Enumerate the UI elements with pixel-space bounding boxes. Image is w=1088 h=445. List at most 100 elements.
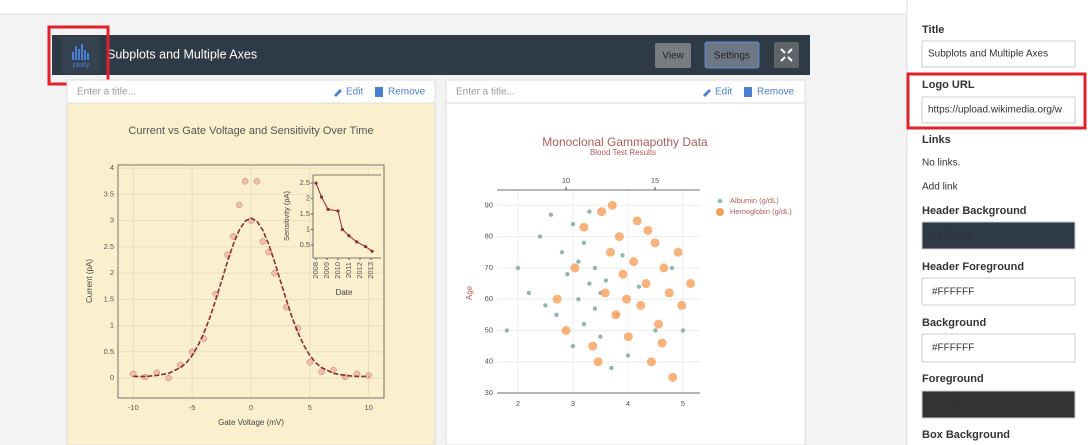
remove-icon bbox=[375, 87, 383, 97]
chart-title: Monoclonal Gammapothy Data bbox=[542, 135, 708, 149]
edit-link[interactable]: Edit bbox=[346, 87, 363, 98]
scatter-point bbox=[654, 319, 664, 329]
scatter-point bbox=[669, 265, 675, 271]
scatter-point bbox=[241, 178, 249, 185]
scatter-point bbox=[253, 178, 261, 185]
scatter-point bbox=[570, 263, 580, 273]
add-link[interactable]: Add link bbox=[922, 182, 959, 193]
settings-button[interactable] bbox=[704, 41, 760, 69]
logo-text: plotly bbox=[73, 62, 90, 69]
scatter-point bbox=[165, 374, 172, 382]
settings-button-text: Settings bbox=[714, 51, 750, 62]
scatter-point bbox=[365, 372, 372, 379]
scatter-point bbox=[235, 201, 243, 209]
inset-y-tick-label: 0.5 bbox=[300, 240, 310, 249]
scatter-point bbox=[657, 338, 667, 348]
edit-icon bbox=[334, 89, 342, 97]
scatter-point bbox=[576, 296, 581, 302]
scatter-point bbox=[623, 332, 633, 342]
color-input[interactable] bbox=[921, 277, 1076, 306]
inset-y-tick-label: 2 bbox=[306, 194, 310, 203]
inset-point bbox=[363, 244, 368, 249]
chart-title: Current vs Gate Voltage and Sensitivity … bbox=[128, 125, 373, 137]
input-value: #333333 bbox=[932, 400, 971, 411]
text-input[interactable] bbox=[921, 96, 1076, 124]
scatter-point bbox=[625, 353, 631, 358]
scatter-point bbox=[587, 281, 592, 286]
scatter-point bbox=[614, 232, 624, 242]
inset-x-tick-label: 2010 bbox=[333, 262, 342, 279]
x2-tick-label: 15 bbox=[651, 176, 659, 185]
scatter-point bbox=[318, 368, 325, 376]
fit-line bbox=[133, 217, 369, 378]
input-value: #2E3A46 bbox=[932, 231, 974, 242]
x-tick-label: 2 bbox=[516, 399, 520, 408]
color-input[interactable] bbox=[921, 390, 1076, 419]
y-tick-label: 3 bbox=[110, 216, 114, 225]
inset-point bbox=[326, 207, 330, 211]
remove-icon bbox=[744, 87, 752, 97]
scatter-point bbox=[570, 343, 576, 349]
scatter-point bbox=[570, 221, 576, 227]
scatter-point bbox=[592, 306, 598, 311]
y-tick-label: 1.5 bbox=[104, 294, 114, 303]
edit-link[interactable]: Edit bbox=[715, 87, 732, 98]
scatter-point bbox=[306, 359, 314, 366]
x-tick-label: -5 bbox=[189, 403, 196, 412]
scatter-point bbox=[622, 294, 632, 304]
top-bar bbox=[0, 0, 1088, 14]
y-axis-title: Age bbox=[465, 285, 474, 300]
legend-label: Albumin (g/dL) bbox=[730, 196, 779, 205]
input-value: #FFFFFF bbox=[932, 343, 974, 354]
color-input[interactable] bbox=[921, 221, 1076, 250]
x-tick-label: 5 bbox=[308, 403, 312, 412]
edit-icon bbox=[703, 89, 711, 97]
inset-y-title: Sensitivity (pA) bbox=[282, 190, 291, 241]
field-label: Header Foreground bbox=[922, 261, 1024, 273]
scatter-point bbox=[603, 278, 609, 283]
field-label: Box Background bbox=[922, 429, 1010, 441]
field-label: Title bbox=[922, 24, 944, 36]
input-value: #FFFFFF bbox=[932, 287, 974, 298]
panel bbox=[445, 79, 806, 445]
inset-y-tick-label: 2.5 bbox=[300, 178, 310, 187]
remove-link[interactable]: Remove bbox=[757, 87, 795, 98]
scatter-point bbox=[554, 312, 559, 318]
inset-point bbox=[347, 234, 351, 238]
inset-x-tick-label: 2012 bbox=[355, 262, 364, 279]
scatter-point bbox=[659, 263, 669, 273]
scatter-point bbox=[636, 300, 646, 310]
legend-swatch bbox=[717, 198, 723, 204]
remove-link[interactable]: Remove bbox=[388, 87, 426, 98]
input-value: Subplots and Multiple Axes bbox=[928, 49, 1048, 60]
panel-title-input[interactable]: Enter a title... bbox=[77, 87, 136, 98]
text-input[interactable] bbox=[921, 40, 1076, 68]
y-tick-label: 0.5 bbox=[104, 347, 114, 356]
scatter-point bbox=[668, 372, 678, 382]
inset-point bbox=[336, 209, 340, 213]
scatter-point bbox=[581, 321, 587, 327]
scatter-point bbox=[588, 341, 598, 351]
scatter-point bbox=[607, 200, 617, 210]
scatter-point bbox=[609, 365, 614, 371]
scatter-point bbox=[593, 357, 603, 367]
inset-point bbox=[340, 227, 344, 232]
scatter-point bbox=[620, 253, 625, 258]
inset-x-tick-label: 2008 bbox=[311, 262, 320, 279]
scatter-point bbox=[552, 294, 562, 304]
y-tick-label: 50 bbox=[485, 325, 493, 334]
inset-point bbox=[355, 240, 359, 244]
legend-label: Hemoglobin (g/dL) bbox=[730, 207, 792, 216]
y-axis-title: Current (pA) bbox=[85, 259, 94, 303]
y-tick-label: 30 bbox=[485, 388, 493, 397]
inset-axes bbox=[312, 174, 381, 259]
x-tick-label: -10 bbox=[128, 403, 139, 412]
scatter-point bbox=[673, 247, 683, 257]
x-axis-title: Gate Voltage (mV) bbox=[218, 418, 284, 427]
panel-title-input[interactable]: Enter a title... bbox=[456, 87, 515, 98]
color-input[interactable] bbox=[921, 333, 1076, 363]
view-button[interactable] bbox=[655, 43, 691, 68]
inset-y-tick-label: 1 bbox=[306, 224, 310, 233]
fullscreen-button[interactable] bbox=[774, 42, 799, 68]
